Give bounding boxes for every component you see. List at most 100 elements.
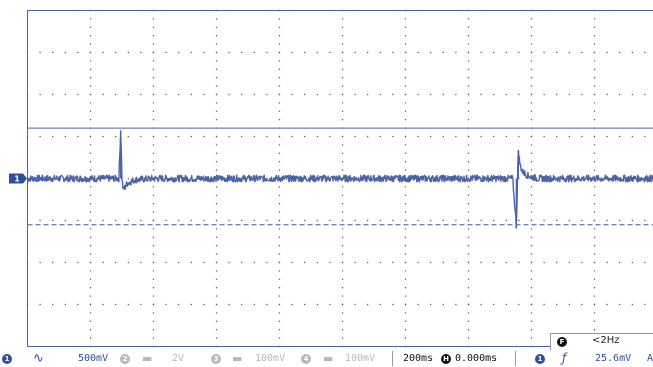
grid-dot [430, 93, 432, 96]
grid-dot [341, 303, 344, 306]
grid-dot [593, 35, 596, 37]
timebase-settings[interactable]: 200ms H 0.000ms [395, 350, 513, 367]
grid-dot [165, 261, 167, 264]
grid-dot [593, 278, 596, 280]
grid-dot [379, 303, 381, 306]
grid-dot [455, 219, 457, 222]
grid-dot [556, 219, 558, 222]
grid-dot [304, 303, 306, 306]
grid-dot [39, 303, 41, 306]
grid-dot [467, 278, 470, 280]
grid-dot [404, 152, 407, 154]
grid-dot [530, 320, 533, 322]
grid-dot [89, 219, 92, 222]
trigger-settings[interactable]: 1 ƒ 25.6mV A [518, 350, 653, 367]
grid-dot [404, 93, 407, 96]
grid-dot [278, 85, 281, 87]
grid-dot [215, 9, 218, 12]
grid-dot [89, 236, 92, 238]
grid-dot [404, 43, 407, 45]
grid-dot [215, 236, 218, 238]
grid-dot [505, 135, 507, 138]
grid-dot [404, 245, 407, 247]
grid-dot [64, 93, 67, 96]
grid-dot [215, 77, 218, 79]
grid-dot [530, 18, 533, 20]
grid-dot [593, 51, 596, 54]
grid-dot [152, 203, 155, 205]
grid-dot [89, 43, 92, 45]
grid-dot [341, 253, 344, 255]
grid-dot [392, 219, 394, 222]
channel-3-settings[interactable]: 3 ▬ 100mV [206, 350, 296, 367]
grid-dot [505, 261, 507, 264]
grid-dot [278, 261, 281, 264]
grid-dot [341, 152, 344, 154]
grid-dot [215, 135, 218, 138]
grid-dot [404, 345, 407, 348]
grid-dot [467, 228, 470, 230]
grid-dot [253, 51, 255, 54]
grid-dot [52, 93, 54, 96]
grid-dot [568, 303, 570, 306]
grid-dot [530, 329, 533, 331]
grid-dot [215, 144, 218, 146]
grid-dot [505, 219, 507, 222]
grid-dot [190, 93, 192, 96]
grid-dot [467, 119, 470, 121]
grid-dot [644, 303, 646, 306]
grid-dot [467, 68, 470, 71]
grid-dot [152, 169, 155, 171]
grid-dot [530, 135, 533, 138]
grid-dot [341, 287, 344, 289]
grid-dot [203, 261, 205, 264]
grid-dot [278, 303, 281, 306]
grid-dot [152, 93, 155, 96]
grid-dot [316, 51, 318, 54]
grid-dot [493, 261, 495, 264]
grid-dot [341, 119, 344, 121]
grid-dot [140, 51, 142, 54]
grid-dot [341, 345, 344, 348]
channel-2-settings[interactable]: 2 ▬ 2V [116, 350, 202, 367]
grid-dot [89, 169, 92, 171]
grid-dot [404, 60, 407, 62]
grid-dot [165, 303, 167, 306]
grid-dot [530, 144, 533, 146]
grid-dot [215, 35, 218, 37]
grid-dot [644, 93, 646, 96]
grid-dot [278, 270, 281, 272]
grid-dot [165, 93, 167, 96]
channel-1-settings[interactable]: 1 ∿ 500mV [0, 350, 113, 367]
grid-dot [140, 303, 142, 306]
grid-dot [291, 261, 293, 264]
grid-dot [241, 135, 243, 138]
channel-4-badge: 4 [301, 354, 311, 364]
channel-4-settings[interactable]: 4 ▬ 100mV [297, 350, 389, 367]
grid-dot [593, 194, 596, 196]
grid-dot [152, 119, 155, 121]
grid-dot [455, 93, 457, 96]
grid-dot [152, 194, 155, 196]
grid-dot [89, 228, 92, 230]
grid-dot [581, 93, 583, 96]
grid-dot [467, 51, 470, 54]
grid-dot [152, 295, 155, 297]
grid-dot [404, 278, 407, 280]
grid-dot [178, 93, 180, 96]
grid-dot [341, 186, 344, 188]
grid-dot [480, 303, 482, 306]
grid-dot [530, 270, 533, 272]
grid-dot [341, 18, 344, 20]
grid-dot [593, 144, 596, 146]
grid-dot [89, 186, 92, 188]
grid-dot [530, 236, 533, 238]
grid-dot [341, 270, 344, 272]
frequency-counter: F <2Hz [550, 333, 653, 351]
channel-1-marker[interactable]: 1 [9, 173, 27, 184]
grid-dot [278, 219, 281, 222]
trigger-level-value: 25.6mV [595, 353, 632, 364]
grid-dot [215, 329, 218, 331]
grid-dot [115, 51, 117, 54]
